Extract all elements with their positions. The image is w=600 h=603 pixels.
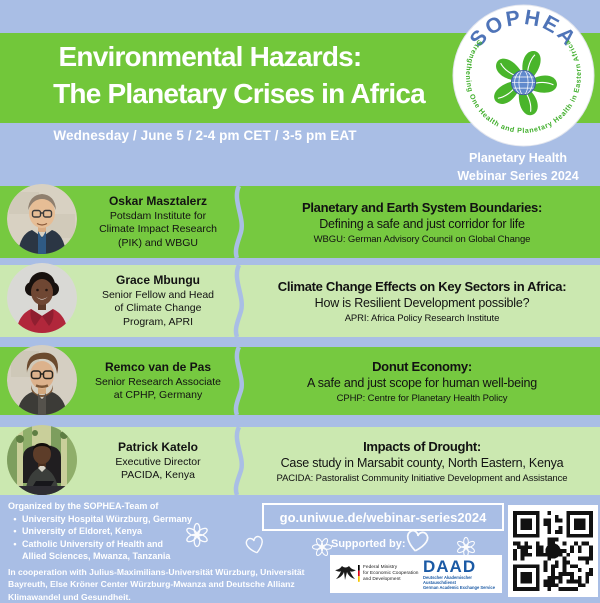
wave-divider (233, 186, 245, 258)
speaker-affiliation-line: at CPHP, Germany (113, 389, 203, 401)
speaker-row-1: Oskar Masztalerz Potsdam Institute for C… (0, 184, 600, 258)
organizer-item: University Hospital Würzburg, Germany (22, 513, 193, 524)
daad-subtitle-de: Deutscher Akademischer Austauschdienst (423, 574, 472, 585)
speaker-info-2: Grace Mbungu Senior Fellow and Head of C… (82, 265, 234, 337)
supported-by-label: Supported by: (331, 538, 406, 550)
wave-divider (233, 347, 245, 415)
bullet-icon: • (13, 513, 17, 524)
organizer-item-continuation: Allied Sciences, Mwanza, Tanzania (22, 551, 171, 561)
bullet-icon: • (13, 526, 17, 536)
heart-doodle-icon (245, 535, 263, 554)
poster-title-line1: Environmental Hazards: (58, 41, 363, 72)
bullet-icon: • (13, 538, 17, 549)
speaker-row-4: Patrick Katelo Executive Director PACIDA… (0, 425, 600, 495)
cooperation-note: In cooperation with Julius-Maximilians-U… (8, 567, 305, 602)
heart-doodle-icon (406, 529, 429, 552)
speaker-name: Remco van de Pas (104, 359, 212, 374)
talk-note: APRI: Africa Policy Research Institute (344, 312, 500, 324)
bmz-logo: Federal Ministry for Economic Cooperatio… (334, 565, 420, 583)
daad-wordmark: DAAD (423, 556, 477, 576)
flower-doodle-icon (186, 522, 208, 548)
federal-eagle-icon (335, 565, 360, 583)
sophea-logo: SOPHEA Strengthening One Health and Plan… (452, 4, 595, 147)
qr-code-icon (513, 511, 593, 591)
speaker-photo-patrick (7, 425, 77, 495)
event-datetime: Wednesday / June 5 / 2-4 pm CET / 3-5 pm… (53, 128, 357, 143)
organizer-item: Catholic University of Health and (22, 538, 164, 549)
speaker-name: Patrick Katelo (117, 439, 199, 454)
wave-divider (233, 265, 245, 337)
talk-subtitle: A safe and just scope for human well-bei… (307, 375, 537, 390)
talk-note: PACIDA: Pastoralist Community Initiative… (276, 472, 568, 484)
talk-subtitle: How is Resilient Development possible? (314, 295, 530, 310)
talk-title: Impacts of Drought: (363, 438, 481, 454)
talk-info-3: Donut Economy: A safe and just scope for… (250, 347, 594, 415)
talk-info-1: Planetary and Earth System Boundaries: D… (250, 186, 594, 258)
talk-title: Climate Change Effects on Key Sectors in… (277, 278, 567, 294)
speaker-row-3: Remco van de Pas Senior Research Associa… (0, 345, 600, 415)
speaker-info-3: Remco van de Pas Senior Research Associa… (82, 347, 234, 415)
talk-title: Planetary and Earth System Boundaries: (301, 199, 542, 215)
speaker-affiliation-line: Senior Fellow and Head (101, 288, 215, 301)
speaker-name: Grace Mbungu (115, 272, 200, 287)
organized-heading: Organized by the SOPHEA-Team of (8, 501, 159, 511)
speaker-photo-grace (7, 263, 77, 333)
talk-info-2: Climate Change Effects on Key Sectors in… (250, 265, 594, 337)
speaker-row-2: Grace Mbungu Senior Fellow and Head of C… (0, 263, 600, 337)
speaker-affiliation-line: Senior Research Associate (94, 375, 222, 388)
series-line1: Planetary Health (469, 151, 567, 165)
speaker-affiliation-line: PACIDA, Kenya (121, 469, 195, 481)
talk-note: WBGU: German Advisory Council on Global … (313, 233, 531, 245)
speaker-info-4: Patrick Katelo Executive Director PACIDA… (82, 427, 234, 495)
talk-subtitle: Case study in Marsabit county, North Eas… (280, 455, 564, 470)
series-line2: Webinar Series 2024 (457, 169, 579, 183)
flower-doodle-icon (312, 537, 332, 557)
speaker-affiliation-line: Potsdam Institute for (109, 209, 207, 222)
sophea-logo-icon: SOPHEA Strengthening One Health and Plan… (452, 4, 595, 147)
logo-flower-icon (494, 51, 557, 116)
organizers-block: Organized by the SOPHEA-Team of • Univers… (8, 500, 263, 563)
speaker-info-1: Oskar Masztalerz Potsdam Institute for C… (82, 186, 234, 258)
speaker-name: Oskar Masztalerz (108, 193, 208, 208)
talk-info-4: Impacts of Drought: Case study in Marsab… (250, 427, 594, 495)
talk-subtitle: Defining a safe and just corridor for li… (319, 216, 525, 231)
organizer-item: University of Eldoret, Kenya (22, 526, 143, 536)
series-label: Planetary Health Webinar Series 2024 (438, 149, 598, 185)
bmz-line: Federal Ministry (363, 565, 398, 571)
poster-title-line2: The Planetary Crises in Africa (53, 78, 426, 109)
speaker-affiliation-line: Executive Director (115, 455, 201, 468)
daad-logo: DAAD Deutscher Akademischer Austauschdie… (423, 556, 498, 590)
speaker-affiliation-line: (PIK) and WBGU (118, 236, 198, 249)
speaker-affiliation-line: of Climate Change (114, 302, 202, 315)
speaker-photo-remco (7, 345, 77, 415)
webinar-link[interactable]: go.uniwue.de/webinar-series2024 (262, 503, 504, 531)
bmz-line: for Economic Cooperation (363, 571, 419, 577)
daad-subtitle-en: German Academic Exchange Service (423, 584, 495, 590)
sponsor-logos: Federal Ministry for Economic Cooperatio… (330, 555, 502, 593)
speaker-photo-oskar (7, 184, 77, 254)
qr-code (508, 505, 598, 597)
speaker-affiliation-line: Program, APRI (122, 315, 194, 328)
wave-divider (233, 427, 245, 495)
bmz-text: Federal Ministry for Economic Cooperatio… (363, 565, 418, 582)
speaker-affiliation-line: Climate Impact Research (99, 223, 217, 236)
bmz-line: and Development (363, 576, 401, 582)
flower-doodle-icon (456, 536, 476, 558)
talk-note: CPHP: Centre for Planetary Health Policy (336, 392, 508, 404)
talk-title: Donut Economy: (372, 358, 472, 374)
